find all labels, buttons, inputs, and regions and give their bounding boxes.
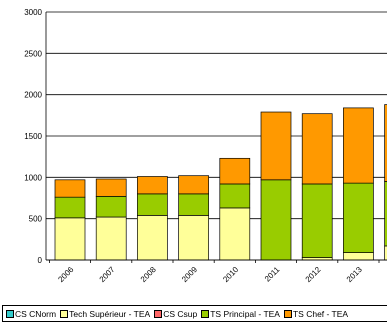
- bar-2014-series-4: [384, 104, 387, 182]
- bar-2009-series-4: [178, 175, 209, 195]
- legend-item-4: TS Chef - TEA: [283, 308, 349, 319]
- bar-2008-series-1: [137, 215, 168, 261]
- bar-2012-series-3: [301, 183, 333, 258]
- bar-2013-series-1: [343, 252, 374, 261]
- legend-item-0: CS CNorm: [6, 309, 56, 319]
- y-tick-label-3000: 3000: [24, 8, 42, 17]
- bar-2009-series-1: [178, 215, 209, 261]
- legend-swatch-0: [6, 309, 14, 318]
- x-tick-label-2007: 2007: [98, 265, 117, 284]
- x-tick-label-2012: 2012: [304, 265, 323, 284]
- bar-2010-series-1: [219, 207, 251, 261]
- bar-2006-series-3: [54, 196, 86, 219]
- x-tick-label-2011: 2011: [263, 265, 282, 284]
- y-tick-label-2000: 2000: [24, 91, 42, 100]
- legend-item-1: Tech Supérieur - TEA: [60, 309, 150, 319]
- bar-2010-series-4: [219, 157, 251, 185]
- legend-swatch-2: [154, 309, 163, 318]
- y-tick-label-1000: 1000: [24, 173, 42, 182]
- legend-item-3: TS Principal - TEA: [201, 309, 280, 319]
- bar-2011-series-3: [260, 179, 292, 261]
- legend-label-0: CS CNorm: [15, 308, 57, 319]
- y-tick-label-1500: 1500: [24, 132, 42, 141]
- legend-swatch-3: [201, 309, 210, 318]
- y-axis-tick-labels: 0 500 1000 1500 2000 2500 3000: [24, 8, 42, 265]
- chart-axes: [45, 12, 387, 263]
- x-tick-label-2010: 2010: [221, 265, 240, 284]
- x-tick-label-2013: 2013: [345, 265, 364, 284]
- chart-bars: [54, 104, 387, 261]
- y-tick-label-2500: 2500: [24, 49, 42, 58]
- y-tick-label-0: 0: [38, 256, 43, 265]
- bar-2009-series-3: [178, 193, 209, 216]
- legend-label-2: CS Csup: [163, 308, 198, 319]
- bar-2011-series-4: [260, 111, 292, 181]
- legend-label-4: TS Chef - TEA: [292, 308, 349, 319]
- bar-2007-series-4: [95, 178, 127, 197]
- bar-2013-series-4: [343, 107, 374, 184]
- bar-2014-series-1: [384, 245, 387, 261]
- bar-2007-series-3: [95, 195, 127, 218]
- bar-2006-series-4: [54, 179, 86, 198]
- legend-swatch-4: [283, 309, 292, 318]
- bar-2010-series-3: [219, 183, 251, 209]
- legend-item-2: CS Csup: [154, 309, 197, 319]
- bar-2007-series-1: [95, 216, 127, 261]
- bar-2008-series-4: [137, 176, 168, 195]
- bar-2014-series-3: [384, 181, 387, 247]
- x-tick-label-2006: 2006: [56, 265, 75, 284]
- x-tick-label-2009: 2009: [180, 265, 199, 284]
- x-tick-label-2008: 2008: [139, 265, 158, 284]
- bar-2013-series-3: [343, 182, 374, 253]
- y-tick-label-500: 500: [29, 215, 43, 224]
- bar-2012-series-4: [301, 113, 333, 185]
- legend-label-3: TS Principal - TEA: [210, 308, 280, 319]
- x-axis-tick-labels: 2006200720082009201020112012201320142015: [56, 265, 387, 284]
- legend-label-1: Tech Supérieur - TEA: [69, 308, 151, 319]
- bar-2006-series-1: [54, 217, 86, 261]
- chart-legend: CS CNorm Tech Supérieur - TEA CS Csup TS Pr…: [2, 305, 387, 322]
- bar-2008-series-3: [137, 193, 168, 216]
- legend-swatch-1: [60, 309, 69, 318]
